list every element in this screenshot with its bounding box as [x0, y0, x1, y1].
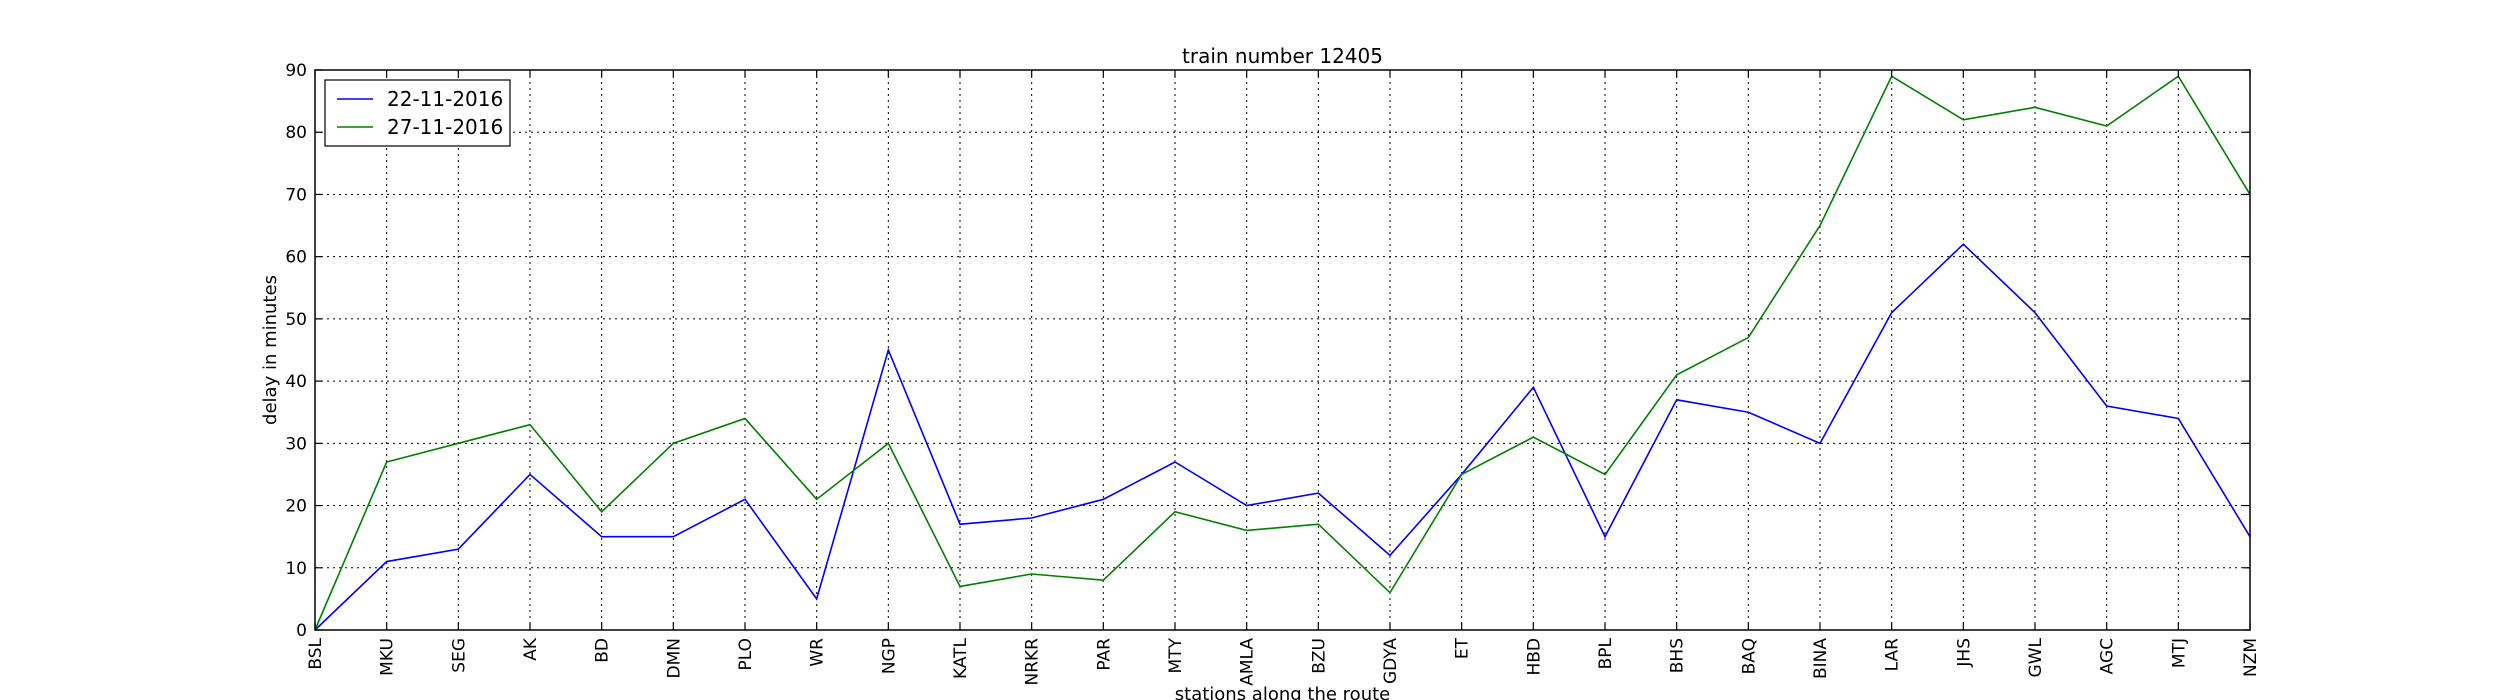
- y-tick-labels: 0 10 20 30 40 50 60 70 80 90: [285, 61, 307, 641]
- x-tick-label: BHS: [1668, 638, 1688, 673]
- x-tick-label: BINA: [1811, 638, 1831, 679]
- x-tick-label: BD: [593, 638, 613, 663]
- legend-label-1: 22-11-2016: [387, 87, 503, 111]
- x-tick-label: BAQ: [1739, 638, 1759, 674]
- x-tick-label: PLO: [736, 638, 756, 671]
- y-tick-label: 0: [296, 621, 307, 641]
- y-tick-label: 20: [285, 497, 307, 517]
- x-tick-label: DMN: [664, 638, 684, 678]
- x-tick-label: BPL: [1596, 637, 1616, 669]
- x-tick-label: PAR: [1094, 638, 1114, 671]
- series-line-2: [314, 75, 2251, 631]
- axis-ticks: [314, 69, 2251, 631]
- x-tick-label: SEG: [449, 638, 469, 673]
- x-tick-label: AK: [521, 637, 541, 661]
- y-tick-label: 80: [285, 123, 307, 143]
- chart-title: train number 12405: [1182, 44, 1383, 68]
- x-tick-label: NGP: [879, 638, 899, 674]
- y-tick-label: 30: [285, 434, 307, 454]
- x-tick-label: NRKR: [1023, 638, 1043, 686]
- x-axis-label: stations along the route: [1175, 684, 1390, 700]
- x-tick-label: AGC: [2098, 638, 2118, 674]
- x-tick-label: NZM: [2241, 638, 2261, 677]
- y-tick-label: 10: [285, 559, 307, 579]
- grid: [315, 70, 2250, 630]
- x-tick-label: AMLA: [1238, 638, 1258, 686]
- x-tick-label: BSL: [306, 637, 326, 669]
- x-tick-label: MTJ: [2169, 638, 2189, 668]
- x-tick-labels: BSL MKU SEG AK BD DMN PLO WR NGP KATL NRKR PAR MTY AM…: [306, 637, 2261, 686]
- x-tick-label: LAR: [1883, 638, 1903, 671]
- x-tick-label: KATL: [951, 637, 971, 679]
- x-tick-label: ET: [1453, 637, 1473, 659]
- x-tick-label: MTY: [1166, 637, 1186, 673]
- series-lines: [314, 75, 2251, 631]
- legend-box: [324, 79, 511, 147]
- y-axis-label: delay in minutes: [260, 275, 281, 425]
- y-tick-label: 60: [285, 248, 307, 268]
- x-tick-label: GWL: [2026, 637, 2046, 677]
- plot-frame: [314, 69, 2251, 631]
- legend-label-2: 27-11-2016: [387, 115, 503, 139]
- y-tick-label: 90: [285, 61, 307, 81]
- y-tick-label: 70: [285, 185, 307, 205]
- x-tick-label: WR: [808, 638, 828, 667]
- x-tick-label: MKU: [378, 638, 398, 676]
- y-tick-label: 40: [285, 372, 307, 392]
- series-line-1: [314, 243, 2251, 631]
- x-tick-label: BZU: [1309, 638, 1329, 674]
- x-tick-label: JHS: [1954, 638, 1974, 668]
- y-tick-label: 50: [285, 310, 307, 330]
- x-tick-label: HBD: [1524, 638, 1544, 676]
- x-tick-label: GDYA: [1381, 638, 1401, 684]
- legend: 22-11-2016 27-11-2016: [324, 79, 511, 147]
